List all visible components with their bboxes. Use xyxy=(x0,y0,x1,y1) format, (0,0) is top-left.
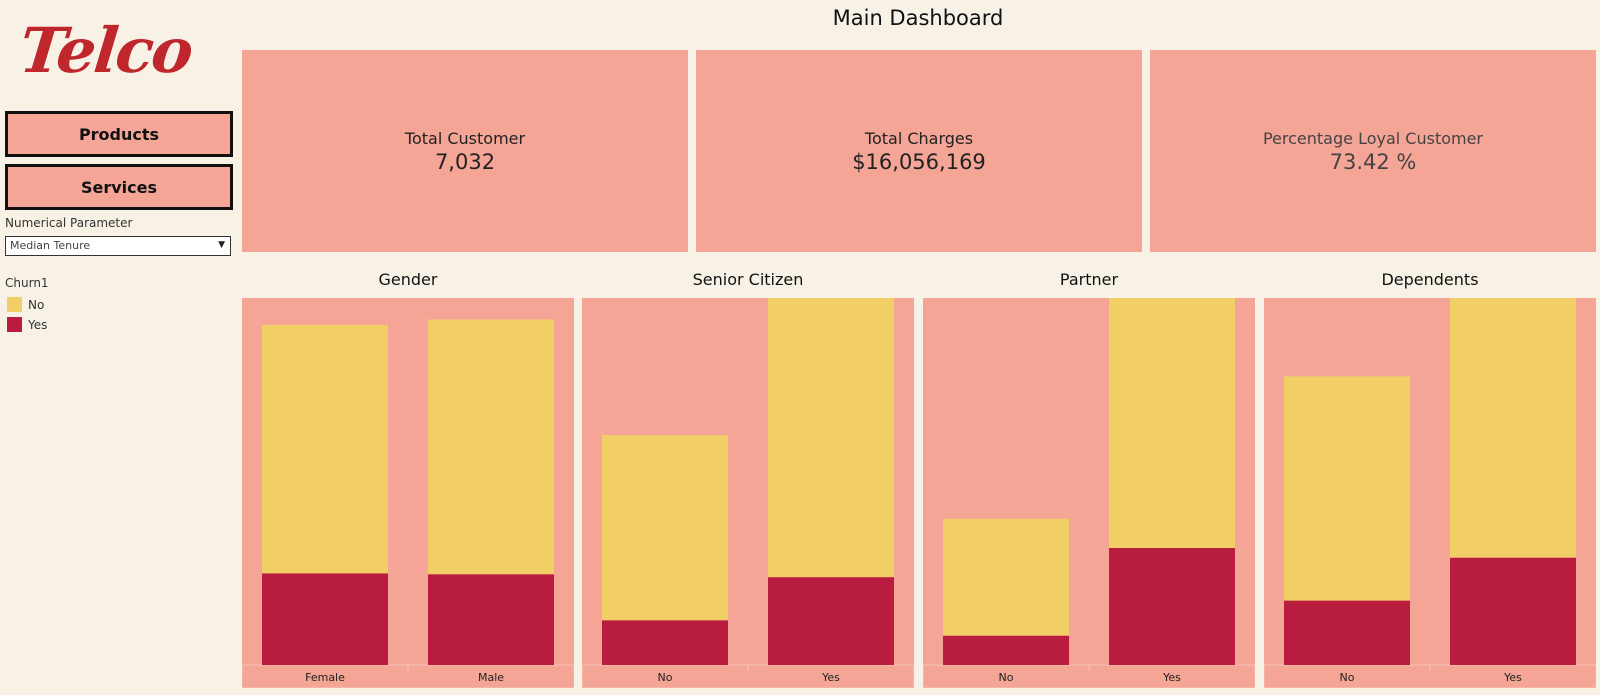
legend-swatch-yes xyxy=(7,317,22,332)
kpi-label: Total Customer xyxy=(404,128,526,148)
bar-female-no[interactable] xyxy=(262,324,388,574)
chart-svg: No Yes xyxy=(923,298,1255,688)
bar-yes-no[interactable] xyxy=(1109,298,1235,548)
chart-svg: No Yes xyxy=(582,298,914,688)
chart-partner[interactable]: No Yes xyxy=(923,298,1255,688)
chart-svg: Female Male xyxy=(242,319,574,688)
legend-label-yes: Yes xyxy=(28,317,48,332)
kpi-label: Total Charges xyxy=(864,128,974,148)
bar-no-no[interactable] xyxy=(1284,376,1410,601)
dashboard-title: Main Dashboard xyxy=(832,6,1004,30)
bar-no-no[interactable] xyxy=(943,518,1069,636)
x-tick-label-no: No xyxy=(1340,671,1355,684)
legend-title: Churn1 xyxy=(5,276,49,290)
legend-label-no: No xyxy=(28,297,45,312)
x-tick-label-yes: Yes xyxy=(1162,671,1181,684)
legend-swatch-no xyxy=(7,297,22,312)
chevron-down-icon[interactable]: ▼ xyxy=(218,240,225,250)
chart-dependents[interactable]: No Yes xyxy=(1264,298,1596,688)
chart-senior-citizen[interactable]: No Yes xyxy=(582,298,914,688)
kpi-total-customer[interactable]: Total Customer 7,032 xyxy=(242,50,688,252)
numerical-parameter-dropdown[interactable]: Median Tenure ▼ xyxy=(5,236,231,256)
numerical-parameter-value: Median Tenure xyxy=(10,239,91,252)
kpi-total-charges[interactable]: Total Charges $16,056,169 xyxy=(696,50,1142,252)
products-button[interactable]: Products xyxy=(5,111,233,157)
legend-item-no[interactable]: No xyxy=(7,297,44,312)
chart-title-partner: Partner xyxy=(1059,270,1119,289)
bar-yes-yes[interactable] xyxy=(1450,557,1576,665)
chart-svg: No Yes xyxy=(1264,298,1596,688)
x-tick-label-yes: Yes xyxy=(1503,671,1522,684)
bar-no-yes[interactable] xyxy=(602,620,728,665)
bar-no-no[interactable] xyxy=(602,435,728,621)
chart-title-dependents: Dependents xyxy=(1381,270,1479,289)
chart-title-senior-citizen: Senior Citizen xyxy=(692,270,804,289)
kpi-percentage-loyal-customer[interactable]: Percentage Loyal Customer 73.42 % xyxy=(1150,50,1596,252)
numerical-parameter-label: Numerical Parameter xyxy=(5,216,133,230)
legend-item-yes[interactable]: Yes xyxy=(7,317,47,332)
bar-yes-no[interactable] xyxy=(768,298,894,578)
bar-yes-no[interactable] xyxy=(1450,298,1576,558)
x-tick-label-male: Male xyxy=(478,671,504,684)
kpi-value: $16,056,169 xyxy=(852,149,986,174)
kpi-value: 73.42 % xyxy=(1329,149,1417,174)
chart-title-gender: Gender xyxy=(378,270,438,289)
x-tick-label-no: No xyxy=(999,671,1014,684)
kpi-value: 7,032 xyxy=(434,149,496,174)
x-tick-label-no: No xyxy=(658,671,673,684)
bar-yes-yes[interactable] xyxy=(1109,548,1235,665)
chart-gender[interactable]: Female Male xyxy=(242,298,574,688)
services-button[interactable]: Services xyxy=(5,164,233,210)
bar-male-yes[interactable] xyxy=(428,574,554,665)
kpi-label: Percentage Loyal Customer xyxy=(1262,128,1484,148)
bar-female-yes[interactable] xyxy=(262,573,388,665)
x-tick-label-female: Female xyxy=(305,671,345,684)
x-tick-label-yes: Yes xyxy=(821,671,840,684)
bar-no-yes[interactable] xyxy=(943,635,1069,665)
bar-yes-yes[interactable] xyxy=(768,577,894,665)
bar-male-no[interactable] xyxy=(428,319,554,575)
bar-no-yes[interactable] xyxy=(1284,600,1410,665)
